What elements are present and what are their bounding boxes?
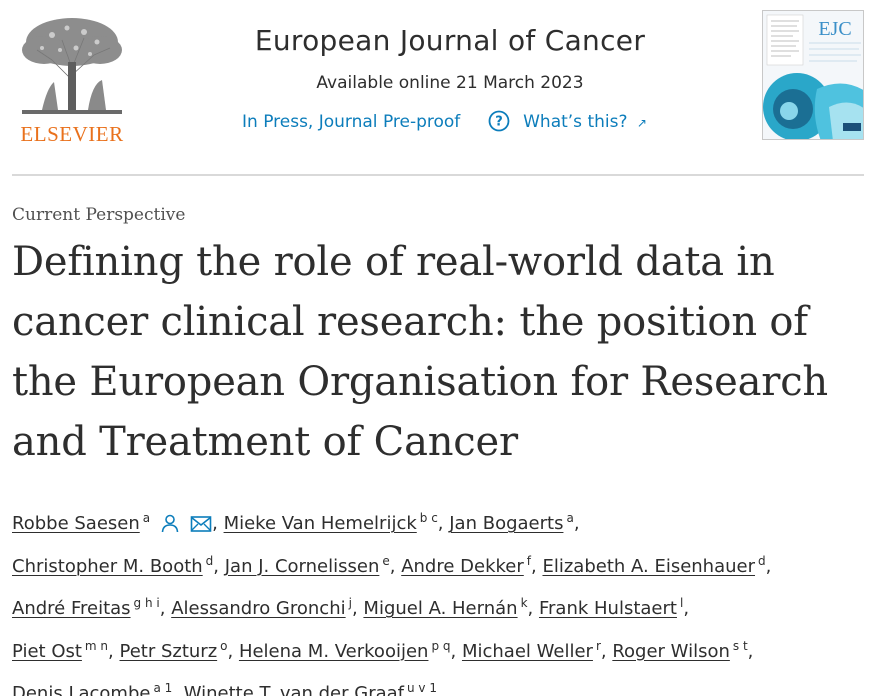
author-name-link[interactable]: Denis Lacombe: [12, 683, 151, 696]
author-name-link[interactable]: Jan J. Cornelissen: [224, 555, 380, 577]
title-line: and Treatment of Cancer: [12, 419, 518, 465]
mail-icon[interactable]: [190, 515, 212, 533]
journal-info: European Journal of Cancer Available onl…: [210, 24, 690, 93]
author-name-link[interactable]: Andre Dekker: [401, 555, 524, 577]
author-list: Robbe Saesen a, Mieke Van Hemelrijck b c, …: [12, 500, 878, 696]
author-item: Elizabeth A. Eisenhauer d: [542, 553, 766, 577]
article-title: Defining the role of real-world data in …: [12, 232, 872, 472]
affiliation-sup[interactable]: l: [679, 596, 684, 610]
affiliation-sup[interactable]: d: [758, 553, 766, 568]
author-item: Jan Bogaerts a: [449, 511, 574, 534]
author-line: Denis Lacombe a 1, Winette T. van der Gra…: [12, 670, 878, 696]
available-online-date: Available online 21 March 2023: [316, 73, 584, 93]
author-line: Christopher M. Booth d, Jan J. Cornelisse…: [12, 553, 772, 577]
author-name-link[interactable]: Robbe Saesen: [12, 513, 140, 534]
affiliation-sup[interactable]: a: [142, 511, 151, 525]
affiliation-sup[interactable]: e: [382, 553, 390, 568]
cover-abbrev: EJC: [818, 18, 851, 40]
author-item: Winette T. van der Graaf u v 1: [183, 681, 437, 696]
journal-title-link[interactable]: European Journal of Cancer: [254, 24, 646, 57]
affiliation-sup[interactable]: d: [205, 553, 214, 568]
author-item: Denis Lacombe a 1: [12, 681, 173, 696]
title-line: Defining the role of real-world data in: [12, 239, 775, 285]
author-item: André Freitas g h i: [12, 596, 160, 619]
whats-this-link[interactable]: What’s this?: [523, 112, 628, 132]
author-item: Andre Dekker f: [401, 553, 532, 577]
article-type-label: Current Perspective: [12, 205, 186, 225]
affiliation-sup[interactable]: a: [566, 511, 574, 525]
author-name-link[interactable]: Christopher M. Booth: [12, 555, 203, 577]
affiliation-sup[interactable]: g h i: [133, 596, 160, 610]
author-item: Robbe Saesen a: [12, 511, 212, 534]
author-name-link[interactable]: André Freitas: [12, 598, 131, 619]
affiliation-sup[interactable]: b c: [419, 511, 438, 525]
author-item: Christopher M. Booth d: [12, 553, 214, 577]
author-name-link[interactable]: Winette T. van der Graaf: [183, 683, 404, 696]
elsevier-wordmark: ELSEVIER: [20, 122, 124, 146]
author-name-link[interactable]: Roger Wilson: [612, 640, 730, 662]
author-name-link[interactable]: Frank Hulstaert: [538, 598, 677, 619]
question-circle-icon[interactable]: ?: [488, 110, 510, 132]
header-divider: [12, 174, 864, 176]
author-item: Roger Wilson s t: [612, 638, 748, 662]
author-item: Alessandro Gronchi j: [171, 596, 352, 619]
svg-text:?: ?: [495, 115, 503, 130]
article-status-row: In Press, Journal Pre-proof ? What’s thi…: [242, 110, 647, 132]
author-item: Mieke Van Hemelrijck b c: [223, 511, 438, 534]
affiliation-sup[interactable]: r: [595, 638, 601, 653]
author-name-link[interactable]: Elizabeth A. Eisenhauer: [542, 555, 756, 577]
journal-cover-thumbnail[interactable]: EJC: [762, 10, 864, 140]
author-name-link[interactable]: Helena M. Verkooijen: [238, 640, 429, 662]
affiliation-sup[interactable]: s t: [732, 638, 748, 653]
affiliation-sup[interactable]: k: [520, 596, 528, 610]
author-line: Piet Ost m n, Petr Szturz o, Helena M. Ver…: [12, 638, 754, 662]
person-icon[interactable]: [160, 513, 180, 533]
author-line: Robbe Saesen a, Mieke Van Hemelrijck b c, …: [12, 511, 580, 534]
affiliation-sup[interactable]: m n: [84, 638, 109, 653]
affiliation-sup[interactable]: u v 1: [407, 681, 437, 695]
author-item: Petr Szturz o: [119, 638, 228, 662]
affiliation-sup[interactable]: o: [220, 638, 228, 653]
author-name-link[interactable]: Miguel A. Hernán: [363, 598, 518, 619]
affiliation-sup[interactable]: a 1: [153, 681, 173, 695]
author-name-link[interactable]: Piet Ost: [12, 640, 82, 662]
author-item: Piet Ost m n: [12, 638, 109, 662]
author-name-link[interactable]: Alessandro Gronchi: [171, 598, 346, 619]
author-item: Michael Weller r: [461, 638, 601, 662]
author-item: Miguel A. Hernán k: [363, 596, 528, 619]
affiliation-sup[interactable]: j: [348, 596, 352, 610]
affiliation-sup[interactable]: f: [526, 553, 532, 568]
author-line: André Freitas g h i, Alessandro Gronchi j,…: [12, 596, 690, 619]
affiliation-sup[interactable]: p q: [431, 638, 451, 653]
title-line: the European Organisation for Research: [12, 359, 828, 405]
title-line: cancer clinical research: the position o…: [12, 299, 808, 345]
external-link-icon: ↗: [636, 116, 647, 130]
elsevier-tree-icon: [22, 18, 122, 114]
author-name-link[interactable]: Petr Szturz: [119, 640, 218, 662]
author-name-link[interactable]: Mieke Van Hemelrijck: [223, 513, 417, 534]
author-item: Helena M. Verkooijen p q: [238, 638, 451, 662]
author-item: Frank Hulstaert l: [538, 596, 684, 619]
author-item: Jan J. Cornelissen e: [224, 553, 390, 577]
in-press-link[interactable]: In Press, Journal Pre-proof: [242, 112, 461, 132]
author-name-link[interactable]: Michael Weller: [461, 640, 593, 662]
elsevier-logo[interactable]: ELSEVIER: [12, 10, 132, 146]
author-name-link[interactable]: Jan Bogaerts: [449, 513, 564, 534]
journal-header: ELSEVIER European Journal of Cancer Avai…: [0, 0, 890, 176]
